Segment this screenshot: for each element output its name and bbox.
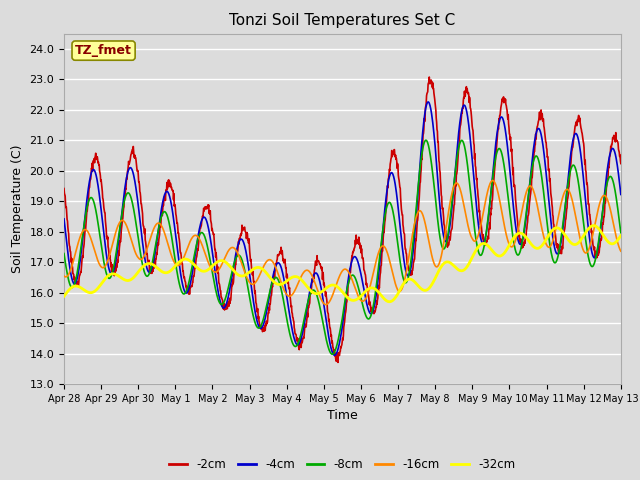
X-axis label: Time: Time: [327, 409, 358, 422]
Title: Tonzi Soil Temperatures Set C: Tonzi Soil Temperatures Set C: [229, 13, 456, 28]
Legend: -2cm, -4cm, -8cm, -16cm, -32cm: -2cm, -4cm, -8cm, -16cm, -32cm: [164, 453, 520, 475]
Y-axis label: Soil Temperature (C): Soil Temperature (C): [11, 144, 24, 273]
Text: TZ_fmet: TZ_fmet: [75, 44, 132, 57]
